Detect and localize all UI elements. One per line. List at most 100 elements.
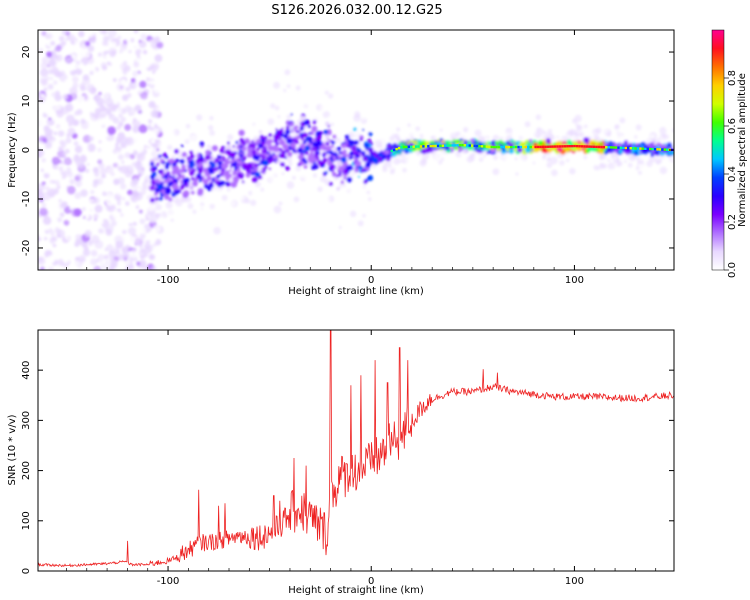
spectrogram-cell xyxy=(43,125,50,132)
spectrogram-cell xyxy=(326,116,331,121)
spectrogram-cell xyxy=(286,114,292,120)
spectrogram-cell xyxy=(536,145,540,149)
spectrogram-cell xyxy=(41,158,46,163)
spectrogram-cell xyxy=(480,145,484,148)
spectrogram-cell xyxy=(272,154,279,160)
spectrogram-cell xyxy=(367,197,372,201)
spectrogram-cell xyxy=(50,44,56,51)
spectrogram-cell xyxy=(182,213,188,219)
spectrogram-cell xyxy=(235,140,239,145)
spectrogram-cell xyxy=(120,142,126,148)
spectrogram-cell xyxy=(567,129,574,137)
spectrogram-cell xyxy=(279,152,286,159)
spectrogram-cell xyxy=(497,159,505,167)
spectrogram-cell xyxy=(121,160,125,164)
spectrogram-cell xyxy=(622,146,625,150)
spectrogram-cell xyxy=(230,181,237,188)
spectrogram-cell xyxy=(670,155,674,161)
spectrogram-cell xyxy=(363,169,367,173)
spectrogram-cell xyxy=(382,163,388,169)
spectrogram-cell xyxy=(87,143,96,152)
spectrogram-cell xyxy=(529,145,532,149)
spectrogram-cell xyxy=(109,266,115,270)
spectrogram-cell xyxy=(363,217,371,224)
spectrogram-cell xyxy=(519,145,523,149)
spectrogram-cell xyxy=(322,157,328,163)
spectrogram-cell xyxy=(424,146,431,154)
spectrogram-cell xyxy=(143,144,148,149)
spectrogram-cell xyxy=(58,35,65,42)
spectrogram-cell xyxy=(168,197,173,202)
spectrogram-cell xyxy=(291,158,299,166)
spectrogram-cell xyxy=(576,124,583,132)
spectrogram-cell xyxy=(261,148,264,151)
spectrogram-cell xyxy=(80,189,88,197)
spectrogram-cell xyxy=(145,236,150,241)
spectrogram-cell xyxy=(667,150,672,155)
spectrogram-cell xyxy=(136,237,145,246)
spectrogram-cell xyxy=(209,156,213,160)
spectrogram-cell xyxy=(566,145,569,148)
spectrogram-cell xyxy=(121,94,129,101)
spectrogram-cell xyxy=(227,112,231,116)
spectrogram-cell xyxy=(99,168,107,175)
spectrogram-cell xyxy=(53,131,58,136)
spectrogram-cell xyxy=(588,145,591,148)
spectrogram-cell xyxy=(533,155,541,163)
spectrogram-cell xyxy=(57,258,65,266)
spectrogram-cell xyxy=(342,152,347,157)
spectrogram-cell xyxy=(237,203,244,210)
spectrogram-cell xyxy=(82,134,92,144)
spectrogram-cell xyxy=(287,151,293,157)
spectrogram-cell xyxy=(622,126,627,131)
spectrogram-cell xyxy=(348,97,353,102)
spectrogram-cell xyxy=(212,199,218,205)
spectrogram-cell xyxy=(317,120,322,125)
spectrogram-cell xyxy=(229,169,232,172)
spectrogram-cell xyxy=(137,173,142,178)
spectrogram-cell xyxy=(51,236,58,242)
spectrogram-cell xyxy=(74,242,80,248)
spectrogram-cell xyxy=(264,191,272,199)
spectrogram-cell xyxy=(202,179,209,185)
spectrogram-cell xyxy=(607,158,611,162)
spectrogram-cell xyxy=(253,145,256,149)
spectrogram-cell xyxy=(319,104,328,113)
spectrogram-cell xyxy=(292,137,295,141)
spectrogram-cell xyxy=(38,118,46,127)
spectrogram-cell xyxy=(169,164,173,169)
spectrogram-cell xyxy=(140,48,147,55)
spectrogram-cell xyxy=(410,145,413,148)
spectrogram-cell xyxy=(351,178,359,186)
spectrogram-cell xyxy=(118,113,123,118)
spectrogram-cell xyxy=(94,152,98,156)
spectrogram-cell xyxy=(390,149,393,153)
spectrogram-cell xyxy=(107,103,116,111)
spectrogram-cell xyxy=(522,145,525,149)
spectrogram-cell xyxy=(527,145,530,149)
spectrogram-cell xyxy=(220,172,224,177)
spectrogram-cell xyxy=(631,126,637,132)
spectrogram-cell xyxy=(359,137,363,142)
spectrogram-cell xyxy=(105,109,112,115)
spectrogram-cell xyxy=(565,158,570,163)
spectrogram-cell xyxy=(151,247,159,256)
spectrogram-cell xyxy=(361,150,366,155)
spectrogram-cell xyxy=(210,191,219,199)
spectrogram-cell xyxy=(270,103,276,109)
spectrogram-cell xyxy=(338,225,342,229)
spectrogram-cell xyxy=(112,78,117,82)
spectrogram-cell xyxy=(128,219,133,224)
spectrogram-cell xyxy=(386,143,392,149)
spectrogram-cell xyxy=(330,184,338,192)
spectrogram-cell xyxy=(236,167,241,172)
spectrogram-cell xyxy=(110,220,117,227)
spectrogram-cell xyxy=(42,216,52,225)
spectrogram-cell xyxy=(533,142,538,147)
spectrogram-cell xyxy=(113,90,122,99)
spectrogram-cell xyxy=(225,181,230,186)
spectrogram-cell xyxy=(209,162,216,169)
spectrogram-cell xyxy=(38,107,44,116)
spectrogram-cell xyxy=(120,116,126,123)
